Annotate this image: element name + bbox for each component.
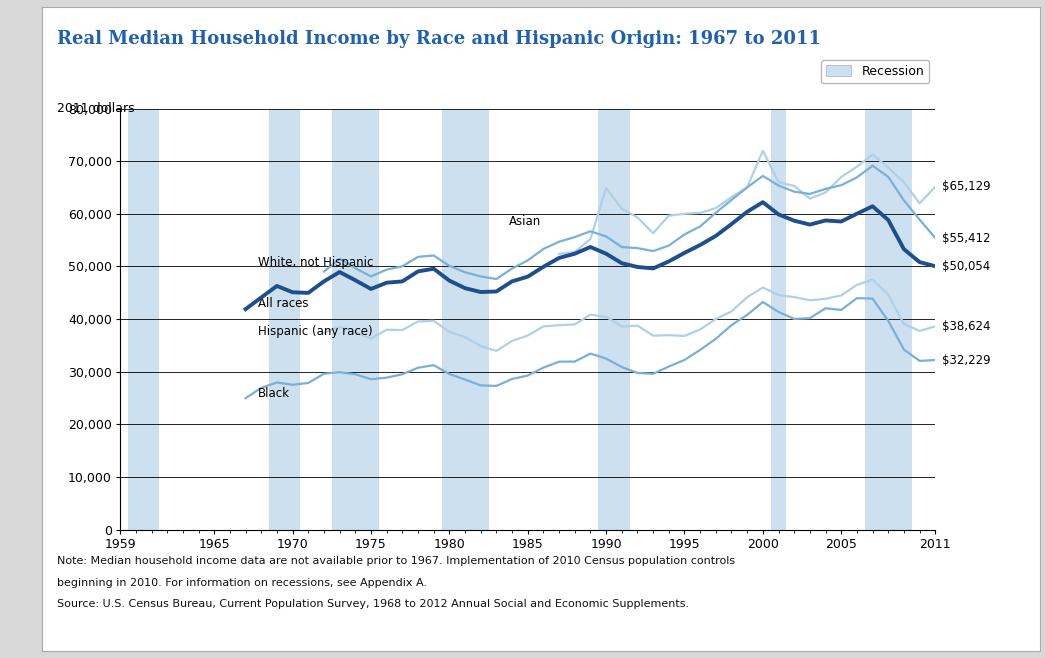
Text: Asian: Asian — [509, 215, 541, 228]
Text: Note: Median household income data are not available prior to 1967. Implementati: Note: Median household income data are n… — [57, 556, 736, 566]
Text: beginning in 2010. For information on recessions, see Appendix A.: beginning in 2010. For information on re… — [57, 578, 427, 588]
Text: Source: U.S. Census Bureau, Current Population Survey, 1968 to 2012 Annual Socia: Source: U.S. Census Bureau, Current Popu… — [57, 599, 690, 609]
Text: White, not Hispanic: White, not Hispanic — [258, 256, 373, 268]
Text: $38,624: $38,624 — [943, 320, 991, 333]
Text: 2011 dollars: 2011 dollars — [57, 102, 135, 115]
Bar — [441, 109, 457, 530]
Bar — [457, 109, 488, 530]
Bar — [864, 109, 911, 530]
Bar — [127, 109, 159, 530]
Text: Black: Black — [258, 388, 291, 400]
Text: $50,054: $50,054 — [943, 260, 991, 272]
Text: $55,412: $55,412 — [943, 232, 991, 245]
Bar — [598, 109, 629, 530]
Legend: Recession: Recession — [821, 60, 929, 83]
Text: Real Median Household Income by Race and Hispanic Origin: 1967 to 2011: Real Median Household Income by Race and… — [57, 30, 821, 47]
Bar — [269, 109, 300, 530]
Text: Hispanic (any race): Hispanic (any race) — [258, 325, 373, 338]
Bar — [331, 109, 378, 530]
Text: All races: All races — [258, 297, 308, 310]
Text: $32,229: $32,229 — [943, 353, 991, 367]
Bar — [770, 109, 786, 530]
Text: $65,129: $65,129 — [943, 180, 991, 193]
